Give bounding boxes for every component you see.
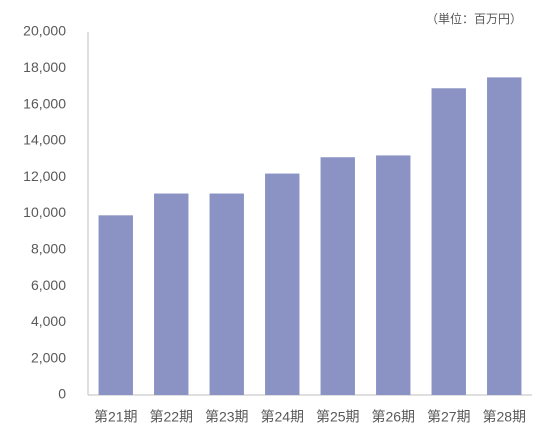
- x-tick-label: 第28期: [482, 409, 526, 425]
- y-tick-label: 6,000: [31, 277, 66, 293]
- x-tick-label: 第23期: [205, 409, 249, 425]
- unit-annotation: （単位：百万円）: [426, 11, 522, 26]
- x-tick-label: 第26期: [371, 409, 415, 425]
- bar: [376, 155, 411, 395]
- y-tick-label: 4,000: [31, 313, 66, 329]
- x-tick-label: 第22期: [149, 409, 193, 425]
- x-tick-label: 第24期: [260, 409, 304, 425]
- x-tick-label: 第25期: [316, 409, 360, 425]
- bar: [98, 215, 133, 395]
- bar: [320, 157, 355, 395]
- bar: [265, 173, 300, 395]
- bar: [209, 193, 244, 395]
- y-tick-label: 20,000: [23, 23, 66, 39]
- bar: [487, 77, 522, 395]
- bar: [154, 193, 189, 395]
- x-tick-label: 第27期: [427, 409, 471, 425]
- y-tick-label: 12,000: [23, 168, 66, 184]
- y-tick-label: 0: [58, 386, 66, 402]
- y-tick-label: 8,000: [31, 241, 66, 257]
- x-tick-label: 第21期: [94, 409, 138, 425]
- y-tick-label: 2,000: [31, 349, 66, 365]
- y-tick-label: 14,000: [23, 132, 66, 148]
- y-tick-label: 18,000: [23, 59, 66, 75]
- bar: [431, 88, 466, 395]
- y-tick-label: 10,000: [23, 204, 66, 220]
- y-tick-label: 16,000: [23, 95, 66, 111]
